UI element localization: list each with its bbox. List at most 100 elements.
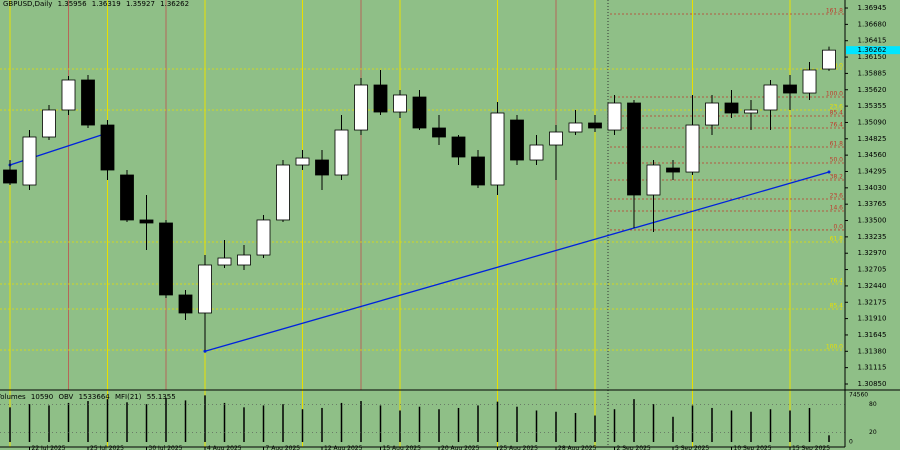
x-tick-label: 12 Aug 2025 (324, 445, 363, 450)
y-tick-label: 1.32970 (858, 249, 887, 257)
fib-label: 50.0 (830, 157, 844, 164)
candle-body (256, 219, 271, 256)
chart-title: GBPUSD,Daily (3, 0, 52, 8)
candle-body (705, 102, 719, 126)
x-tick-label: 28 Aug 2025 (558, 445, 597, 450)
trendline (204, 171, 830, 352)
fib-label: 23.6 (830, 192, 844, 199)
fib-label: 38.2 (830, 173, 844, 180)
candle-body (510, 119, 524, 161)
obv-name: OBV (58, 393, 73, 401)
candle-body (451, 136, 466, 158)
volume-tick-label: 74560 (849, 392, 868, 399)
candle-body (666, 167, 680, 173)
fib-label: 85.4 (830, 302, 844, 309)
header-close: 1.36262 (160, 0, 189, 8)
y-tick-label: 1.32175 (858, 298, 887, 306)
x-tick-label: 2 Sep 2025 (617, 445, 651, 450)
x-tick-label: 15 Aug 2025 (383, 445, 422, 450)
fib-label: 14.6 (830, 205, 844, 212)
candle-body (471, 156, 485, 186)
mfi-tick-label: 80 (869, 401, 877, 408)
y-tick-label: 1.35355 (858, 102, 887, 110)
header-high: 1.36319 (92, 0, 121, 8)
y-tick-label: 1.34825 (858, 135, 887, 143)
candle-body (763, 84, 778, 111)
fib-label: 23.6 (830, 103, 844, 110)
candle-body (783, 84, 797, 94)
candle-body (373, 84, 388, 113)
candle-body (432, 127, 446, 138)
y-tick-label: 1.33765 (858, 200, 887, 208)
candle-body (607, 102, 622, 131)
y-tick-label: 1.36945 (858, 4, 887, 12)
fib-label: 76.4 (830, 277, 844, 284)
x-tick-label: 20 Aug 2025 (441, 445, 480, 450)
trendline-end (203, 349, 207, 353)
chart-header: GBPUSD,Daily 1.35956 1.36319 1.35927 1.3… (3, 0, 189, 8)
candle-body (100, 124, 115, 171)
candle-body (490, 112, 505, 186)
y-tick-label: 1.36680 (858, 20, 887, 28)
header-open: 1.35956 (58, 0, 87, 8)
candle-body (120, 174, 134, 221)
candle-body (61, 79, 76, 111)
candle-body (295, 157, 310, 166)
candle-body (159, 222, 173, 296)
plot-layer: 161.80.0100.023.685.476.461.850.038.223.… (0, 0, 845, 447)
candle-body (139, 219, 154, 224)
fib-label: 100.0 (826, 91, 843, 98)
mfi-value: 55.1355 (147, 393, 176, 401)
x-tick-label: 22 Jul 2025 (32, 445, 66, 450)
candle-body (393, 94, 407, 113)
candle-body (22, 136, 37, 186)
y-tick-label: 1.34560 (858, 151, 887, 159)
y-tick-label: 1.35090 (858, 118, 887, 126)
fib-label: 61.8 (830, 140, 844, 147)
candle-body (354, 84, 368, 131)
candle-body (568, 122, 583, 133)
fib-label: 0.0 (833, 223, 843, 230)
y-tick-label: 1.31910 (858, 315, 887, 323)
fib-label: 0.0 (833, 63, 843, 70)
candle-body (217, 257, 232, 266)
candle-body (646, 164, 661, 196)
candle-body (724, 102, 739, 114)
y-tick-label: 1.36150 (858, 53, 887, 61)
candle-body (198, 264, 212, 314)
candle-body (42, 109, 56, 138)
candle-body (276, 164, 290, 221)
candle-body (178, 294, 193, 314)
header-low: 1.35927 (126, 0, 155, 8)
x-tick-label: 15 Sep 2025 (792, 445, 830, 450)
trendline-end (827, 170, 831, 174)
obv-value: 1533664 (79, 393, 111, 401)
x-tick-label: 10 Sep 2025 (734, 445, 772, 450)
x-tick-label: 30 Jul 2025 (149, 445, 183, 450)
y-tick-label: 1.32440 (858, 282, 887, 290)
volume-tick-label: 0 (849, 439, 853, 446)
y-tick-label: 1.31380 (858, 347, 887, 355)
y-tick-label: 1.34030 (858, 184, 887, 192)
x-tick-label: 25 Aug 2025 (500, 445, 539, 450)
y-tick-label: 1.35885 (858, 69, 887, 77)
candle-body (315, 159, 329, 176)
price-marker (846, 46, 900, 55)
candle-body (549, 131, 563, 146)
mfi-tick-label: 20 (869, 429, 877, 436)
candle-body (237, 254, 251, 266)
fib-label: 61.8 (830, 235, 844, 242)
candle-body (81, 79, 95, 126)
y-tick-label: 1.36415 (858, 37, 887, 45)
mfi-name: MFI(21) (115, 393, 142, 401)
x-tick-label: 5 Sep 2025 (675, 445, 709, 450)
y-tick-label: 1.31115 (858, 364, 887, 372)
y-tick-label: 1.31645 (858, 331, 887, 339)
y-tick-label: 1.35620 (858, 86, 887, 94)
y-tick-label: 1.32705 (858, 266, 887, 274)
fib-label: 100.0 (826, 344, 843, 351)
x-tick-label: 4 Aug 2025 (207, 445, 242, 450)
candle-body (822, 49, 836, 70)
